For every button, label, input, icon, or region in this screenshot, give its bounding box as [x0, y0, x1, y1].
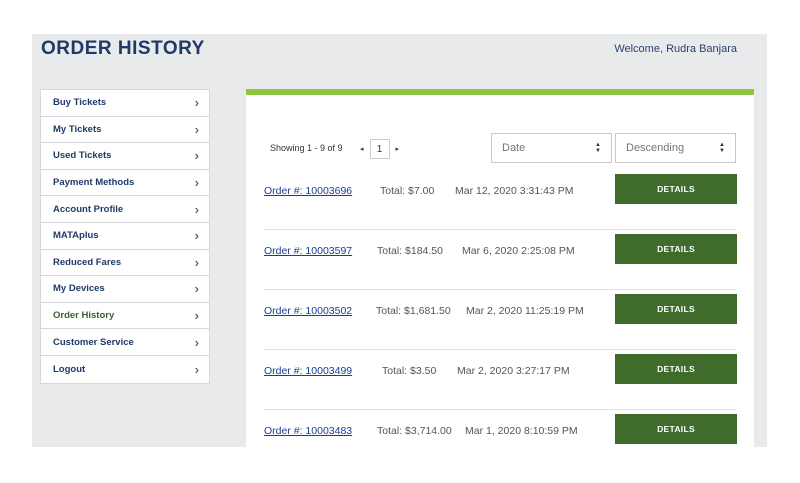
- sidebar-item-customer-service[interactable]: Customer Service ›: [41, 329, 209, 356]
- order-list: Order #: 10003696 Total: $7.00 Mar 12, 2…: [264, 170, 737, 447]
- chevron-right-icon: ›: [194, 201, 199, 217]
- up-down-icon: ▲ ▼: [595, 142, 601, 154]
- list-item: Order #: 10003597 Total: $184.50 Mar 6, …: [264, 230, 737, 290]
- sidebar: Buy Tickets › My Tickets › Used Tickets › P…: [40, 89, 210, 384]
- sort-field-value: Date: [502, 142, 526, 154]
- sidebar-item-used-tickets[interactable]: Used Tickets ›: [41, 143, 209, 170]
- details-button[interactable]: DETAILS: [615, 234, 737, 264]
- order-panel: Showing 1 - 9 of 9 ◂ 1 ▸ Date ▲ ▼ Descend…: [246, 89, 754, 447]
- order-total: Total: $7.00: [380, 185, 435, 197]
- list-item: Order #: 10003483 Total: $3,714.00 Mar 1…: [264, 410, 737, 447]
- order-date: Mar 6, 2020 2:25:08 PM: [462, 245, 575, 257]
- chevron-right-icon: ›: [194, 308, 199, 324]
- sidebar-item-label: Reduced Fares: [53, 256, 122, 268]
- sidebar-item-buy-tickets[interactable]: Buy Tickets ›: [41, 90, 209, 117]
- details-button[interactable]: DETAILS: [615, 354, 737, 384]
- results-toolbar: Showing 1 - 9 of 9 ◂ 1 ▸ Date ▲ ▼ Descend…: [270, 133, 736, 163]
- sidebar-item-account-profile[interactable]: Account Profile ›: [41, 196, 209, 223]
- sidebar-item-label: Payment Methods: [53, 177, 135, 189]
- details-button[interactable]: DETAILS: [615, 174, 737, 204]
- details-button[interactable]: DETAILS: [615, 414, 737, 444]
- chevron-right-icon: ›: [194, 228, 199, 244]
- sidebar-item-label: Order History: [53, 310, 115, 322]
- sidebar-item-reduced-fares[interactable]: Reduced Fares ›: [41, 250, 209, 277]
- next-page-icon[interactable]: ▸: [395, 146, 400, 153]
- chevron-right-icon: ›: [194, 281, 199, 297]
- sidebar-item-my-tickets[interactable]: My Tickets ›: [41, 117, 209, 144]
- order-date: Mar 2, 2020 11:25:19 PM: [466, 305, 584, 317]
- chevron-right-icon: ›: [194, 121, 199, 137]
- order-link[interactable]: Order #: 10003696: [264, 185, 353, 197]
- order-link[interactable]: Order #: 10003597: [264, 245, 353, 257]
- order-total: Total: $184.50: [377, 245, 443, 257]
- sidebar-item-label: MATAplus: [53, 230, 99, 242]
- app-frame: ORDER HISTORY Welcome, Rudra Banjara Buy…: [32, 34, 767, 447]
- order-total: Total: $3,714.00: [377, 425, 452, 437]
- sidebar-item-payment-methods[interactable]: Payment Methods ›: [41, 170, 209, 197]
- list-item: Order #: 10003502 Total: $1,681.50 Mar 2…: [264, 290, 737, 350]
- sidebar-item-logout[interactable]: Logout ›: [41, 356, 209, 383]
- chevron-right-icon: ›: [194, 254, 199, 270]
- order-date: Mar 1, 2020 8:10:59 PM: [465, 425, 578, 437]
- sidebar-item-order-history[interactable]: Order History ›: [41, 303, 209, 330]
- sidebar-item-label: Logout: [53, 363, 86, 375]
- sidebar-item-label: Buy Tickets: [53, 97, 107, 109]
- order-link[interactable]: Order #: 10003502: [264, 305, 353, 317]
- order-link[interactable]: Order #: 10003499: [264, 365, 353, 377]
- sidebar-item-label: Used Tickets: [53, 150, 112, 162]
- pagination: ◂ 1 ▸: [360, 139, 399, 159]
- sidebar-item-label: My Devices: [53, 283, 105, 295]
- sidebar-item-label: Account Profile: [53, 203, 124, 215]
- chevron-right-icon: ›: [194, 175, 199, 191]
- welcome-message: Welcome, Rudra Banjara: [614, 43, 737, 55]
- prev-page-icon[interactable]: ◂: [360, 146, 364, 153]
- order-link[interactable]: Order #: 10003483: [264, 425, 353, 437]
- details-button[interactable]: DETAILS: [615, 294, 737, 324]
- chevron-right-icon: ›: [194, 95, 199, 111]
- sort-order-select[interactable]: Descending ▲ ▼: [615, 133, 736, 163]
- order-date: Mar 2, 2020 3:27:17 PM: [457, 365, 570, 377]
- order-date: Mar 12, 2020 3:31:43 PM: [455, 185, 574, 197]
- chevron-right-icon: ›: [194, 334, 199, 350]
- results-count: Showing 1 - 9 of 9: [270, 143, 343, 153]
- chevron-right-icon: ›: [194, 148, 199, 164]
- sidebar-item-mataplus[interactable]: MATAplus ›: [41, 223, 209, 250]
- sort-order-value: Descending: [626, 142, 685, 154]
- up-down-icon: ▲ ▼: [719, 142, 725, 154]
- order-total: Total: $3.50: [382, 365, 437, 377]
- sidebar-item-label: Customer Service: [53, 336, 134, 348]
- chevron-right-icon: ›: [194, 361, 199, 377]
- page-title: ORDER HISTORY: [41, 38, 205, 59]
- sort-field-select[interactable]: Date ▲ ▼: [491, 133, 612, 163]
- list-item: Order #: 10003696 Total: $7.00 Mar 12, 2…: [264, 170, 737, 230]
- order-total: Total: $1,681.50: [376, 305, 451, 317]
- page-number[interactable]: 1: [369, 139, 390, 159]
- sidebar-item-my-devices[interactable]: My Devices ›: [41, 276, 209, 303]
- list-item: Order #: 10003499 Total: $3.50 Mar 2, 20…: [264, 350, 737, 410]
- sidebar-item-label: My Tickets: [53, 123, 102, 135]
